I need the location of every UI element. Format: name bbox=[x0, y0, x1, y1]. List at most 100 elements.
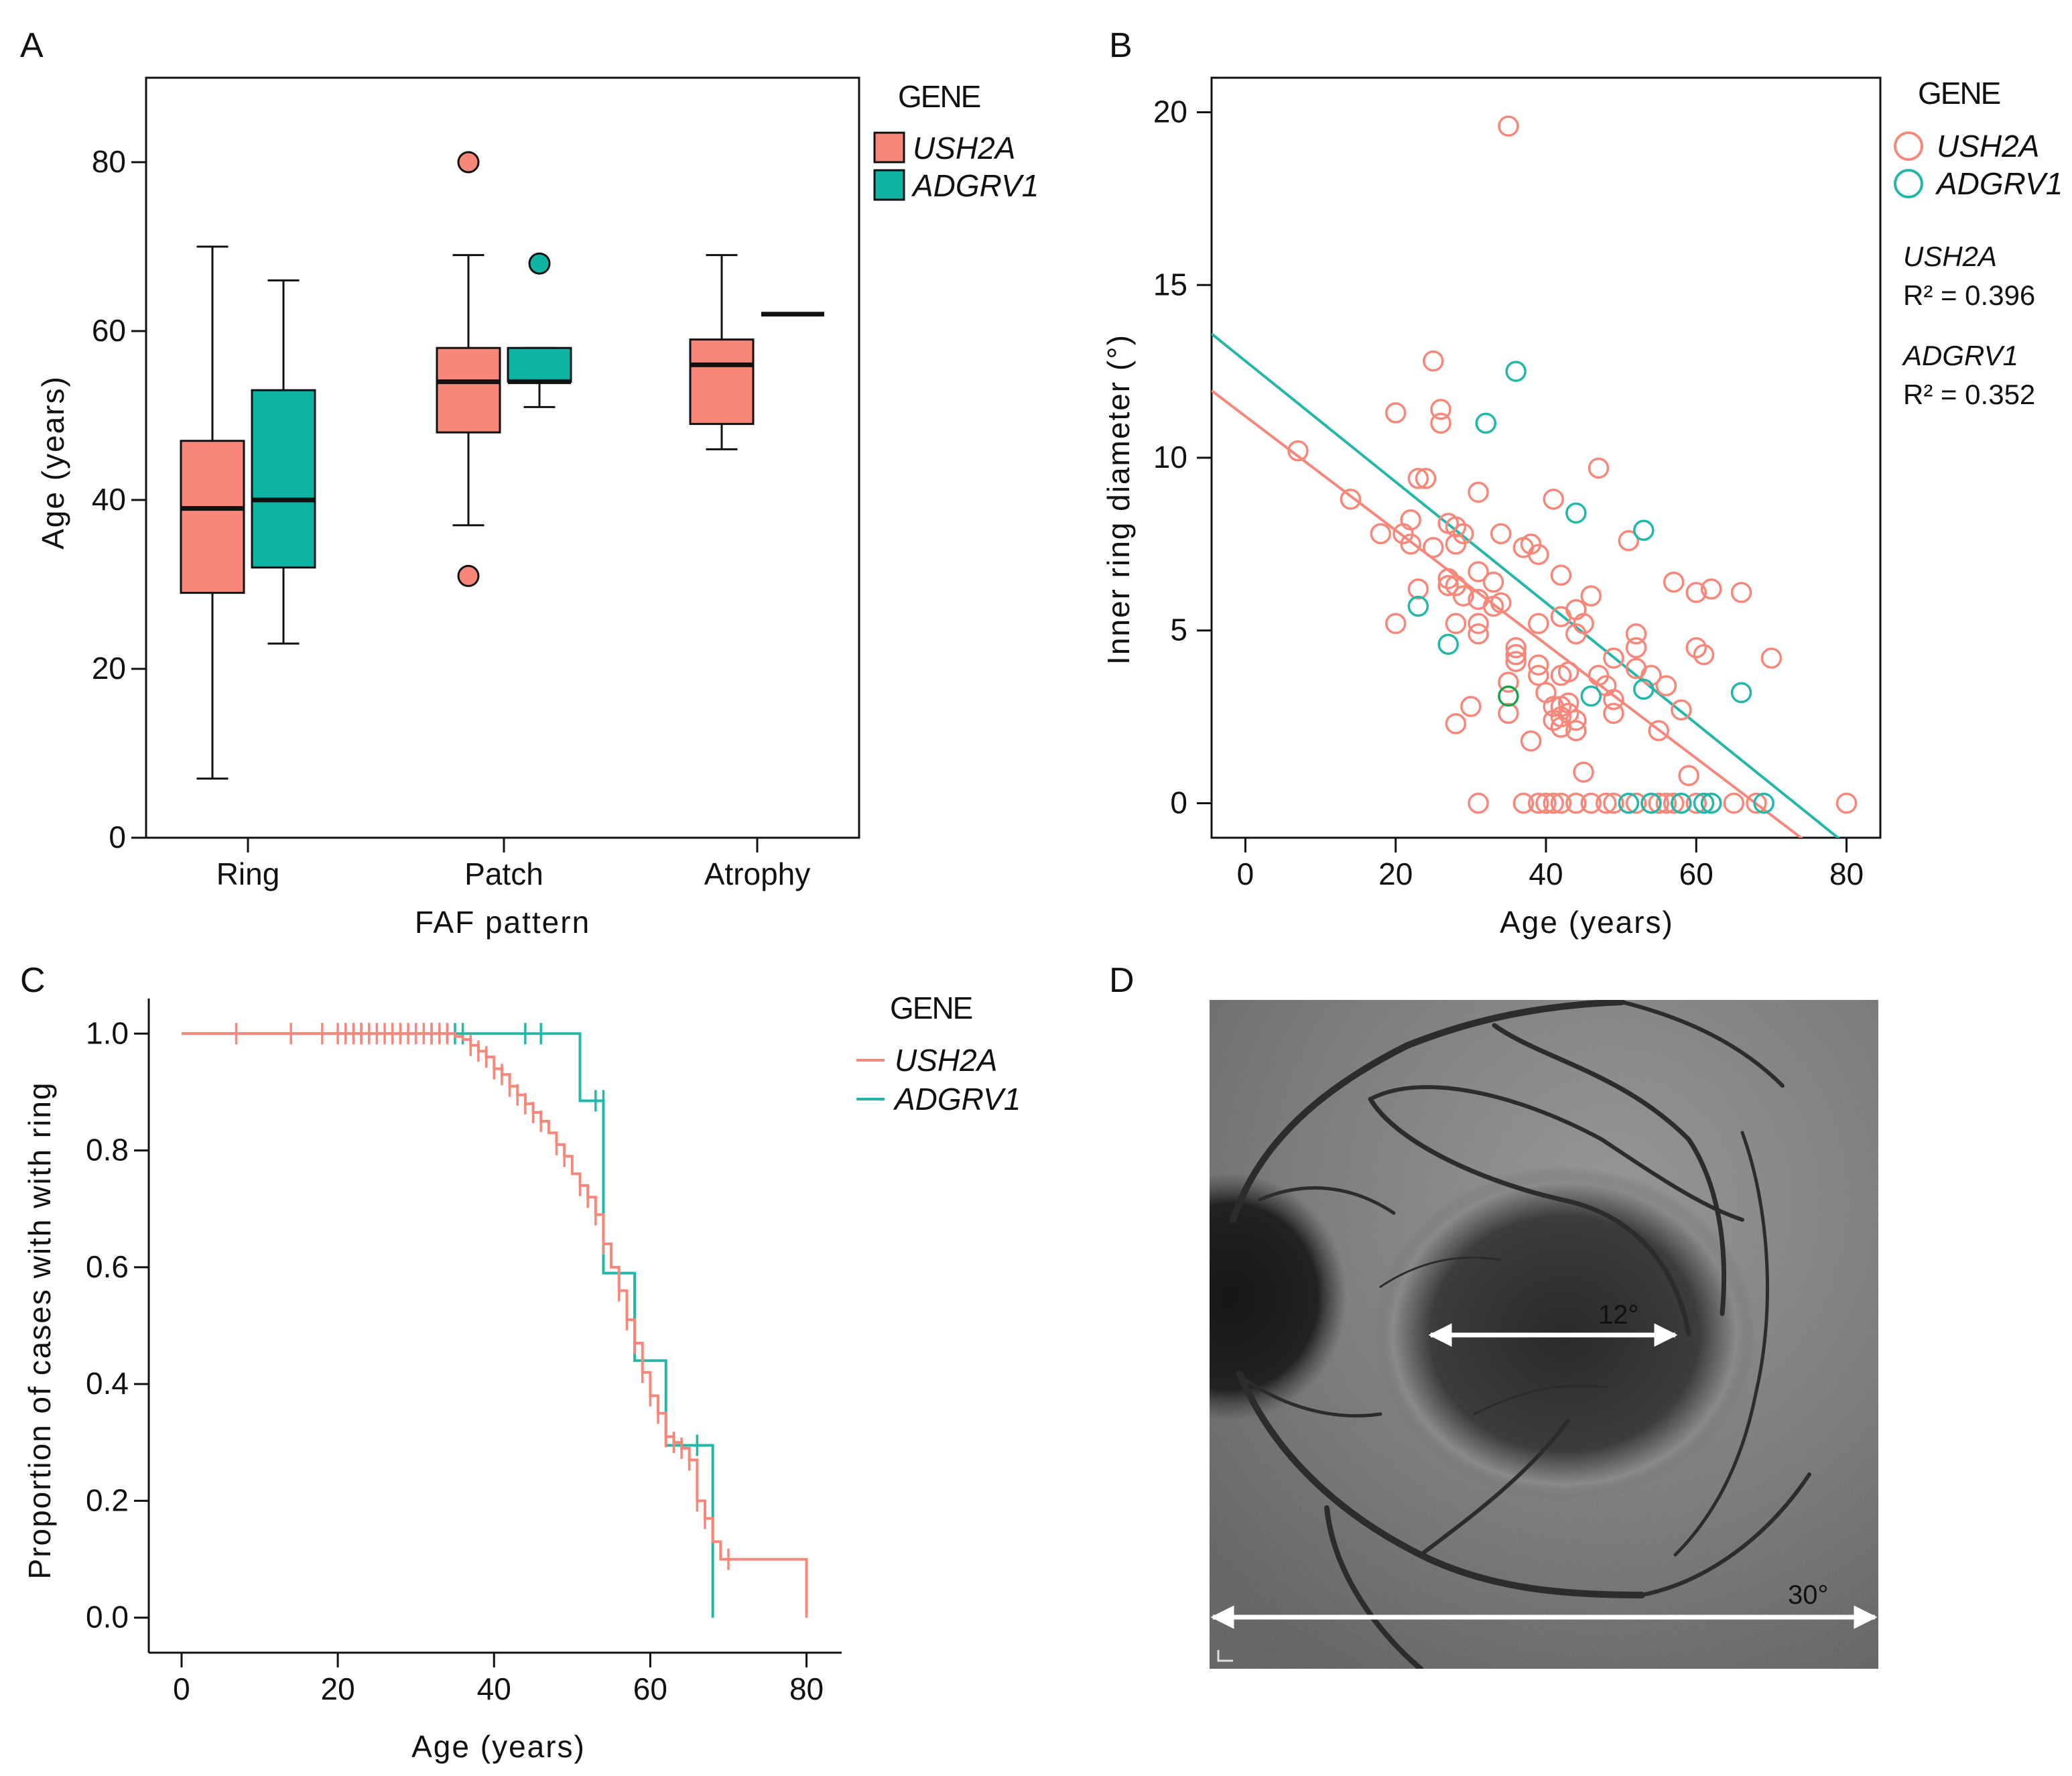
point-ush2a bbox=[1580, 585, 1602, 607]
point-ush2a bbox=[1573, 761, 1594, 783]
panel-b-x-label: Age (years) bbox=[1500, 905, 1674, 940]
panel-c-x-tick-label: 80 bbox=[789, 1671, 824, 1706]
point-ush2a bbox=[1746, 792, 1767, 814]
iqr-box bbox=[507, 346, 572, 383]
outlier-point bbox=[457, 151, 480, 174]
point-ush2a bbox=[1543, 489, 1564, 510]
panel-b-stat-r2-adgrv1: R² = 0.352 bbox=[1903, 379, 2035, 410]
point-ush2a bbox=[1498, 115, 1519, 137]
panel-c-x-axis: 0 20 40 60 80 bbox=[173, 1653, 824, 1706]
panel-c-y-tick-label: 0.6 bbox=[86, 1249, 129, 1284]
panel-a-y-tick-label: 20 bbox=[92, 651, 126, 686]
panel-a-legend-swatch-ush2a bbox=[873, 131, 905, 164]
panel-a-y-tick-label: 0 bbox=[109, 820, 126, 854]
point-ush2a bbox=[1625, 637, 1647, 659]
point-adgrv1 bbox=[1693, 792, 1715, 814]
panel-a-y-axis: 0 20 40 60 80 bbox=[92, 144, 146, 854]
panel-b-stat-r2-ush2a: R² = 0.396 bbox=[1903, 279, 2035, 311]
point-ush2a bbox=[1437, 574, 1459, 596]
point-ush2a bbox=[1400, 509, 1421, 531]
point-ush2a bbox=[1528, 664, 1549, 686]
outlier-point bbox=[457, 564, 480, 587]
outlier-point bbox=[528, 252, 551, 275]
point-ush2a bbox=[1528, 654, 1549, 676]
point-ush2a bbox=[1603, 792, 1624, 814]
panel-c-y-tick-label: 0.8 bbox=[86, 1133, 129, 1167]
point-ush2a bbox=[1340, 489, 1362, 510]
panel-d: D bbox=[1109, 961, 1878, 1669]
panel-c-y-axis: 0.0 0.2 0.4 0.6 0.8 1.0 bbox=[86, 1015, 149, 1635]
panel-b-stat-gene-ush2a: USH2A bbox=[1903, 241, 1997, 272]
panel-c-y-tick-label: 0.4 bbox=[86, 1366, 129, 1401]
panel-d-letter: D bbox=[1109, 961, 1135, 1000]
point-ush2a bbox=[1648, 792, 1669, 814]
fit-line-adgrv1 bbox=[1212, 332, 1840, 838]
point-ush2a bbox=[1685, 637, 1707, 659]
point-ush2a bbox=[1535, 792, 1557, 814]
panel-a-x-label: FAF pattern bbox=[415, 905, 590, 940]
point-ush2a bbox=[1625, 792, 1647, 814]
point-adgrv1 bbox=[1753, 792, 1774, 814]
point-ush2a bbox=[1370, 523, 1392, 545]
panel-b-fit-lines bbox=[1212, 332, 1840, 838]
point-ush2a bbox=[1663, 571, 1685, 593]
panel-c-x-tick-label: 20 bbox=[321, 1671, 355, 1706]
point-ush2a bbox=[1460, 696, 1482, 717]
panel-a-frame bbox=[145, 76, 860, 839]
point-ush2a bbox=[1557, 702, 1579, 724]
panel-a-y-tick-label: 60 bbox=[92, 313, 126, 348]
point-ush2a bbox=[1528, 613, 1549, 635]
point-ush2a bbox=[1678, 765, 1699, 786]
panel-c-curves bbox=[181, 1023, 808, 1618]
field-width-label: 30° bbox=[1788, 1580, 1829, 1610]
point-ush2a bbox=[1415, 468, 1437, 489]
panel-a-x-tick-label: Patch bbox=[464, 857, 543, 891]
point-ush2a bbox=[1760, 647, 1783, 669]
point-adgrv1 bbox=[1565, 502, 1587, 524]
panel-a-x-axis: Ring Patch Atrophy bbox=[216, 838, 811, 891]
panel-b-legend-label-ush2a: USH2A bbox=[1937, 129, 2039, 164]
point-ush2a bbox=[1557, 692, 1579, 714]
point-highlight bbox=[1498, 685, 1519, 707]
point-ush2a bbox=[1468, 792, 1489, 814]
panel-b-y-tick-label: 20 bbox=[1153, 94, 1187, 129]
panel-b-y-tick-label: 0 bbox=[1170, 785, 1187, 820]
panel-b-x-tick-label: 80 bbox=[1829, 857, 1864, 891]
panel-a-legend-swatch-adgrv1 bbox=[873, 169, 905, 201]
box-adgrv1-ring bbox=[251, 279, 316, 645]
point-ush2a bbox=[1528, 544, 1549, 566]
iqr-box bbox=[251, 389, 316, 569]
panel-b-y-tick-label: 15 bbox=[1153, 267, 1187, 302]
panel-b-stat-gene-adgrv1: ADGRV1 bbox=[1901, 340, 2018, 371]
point-ush2a bbox=[1625, 623, 1647, 645]
panel-b-legend-marker-ush2a bbox=[1894, 131, 1923, 161]
point-ush2a bbox=[1407, 578, 1429, 600]
panel-a-y-tick-label: 40 bbox=[92, 482, 126, 517]
point-ush2a bbox=[1445, 713, 1467, 735]
point-ush2a bbox=[1437, 568, 1459, 590]
point-ush2a bbox=[1565, 720, 1587, 741]
point-ush2a bbox=[1498, 702, 1519, 724]
point-ush2a bbox=[1671, 699, 1692, 721]
point-adgrv1 bbox=[1580, 685, 1602, 707]
point-ush2a bbox=[1648, 720, 1669, 741]
panel-c-legend-label-adgrv1: ADGRV1 bbox=[893, 1082, 1021, 1117]
point-ush2a bbox=[1490, 523, 1512, 545]
point-ush2a bbox=[1835, 792, 1858, 814]
point-adgrv1 bbox=[1475, 412, 1497, 434]
point-adgrv1 bbox=[1671, 792, 1692, 814]
point-ush2a bbox=[1723, 792, 1745, 814]
point-ush2a bbox=[1430, 399, 1451, 420]
point-ush2a bbox=[1482, 571, 1504, 593]
panel-a-legend-title: GENE bbox=[898, 79, 980, 114]
point-adgrv1 bbox=[1700, 792, 1722, 814]
point-ush2a bbox=[1468, 481, 1489, 503]
panel-a-legend: GENE USH2A ADGRV1 bbox=[873, 79, 1039, 203]
point-ush2a bbox=[1407, 468, 1429, 489]
panel-c-legend: GENE USH2A ADGRV1 bbox=[856, 991, 1021, 1117]
point-ush2a bbox=[1490, 592, 1512, 614]
point-adgrv1 bbox=[1618, 792, 1640, 814]
panel-a-x-tick-label: Atrophy bbox=[704, 857, 811, 891]
panel-c-y-label: Proportion of cases with with ring bbox=[22, 1082, 57, 1580]
